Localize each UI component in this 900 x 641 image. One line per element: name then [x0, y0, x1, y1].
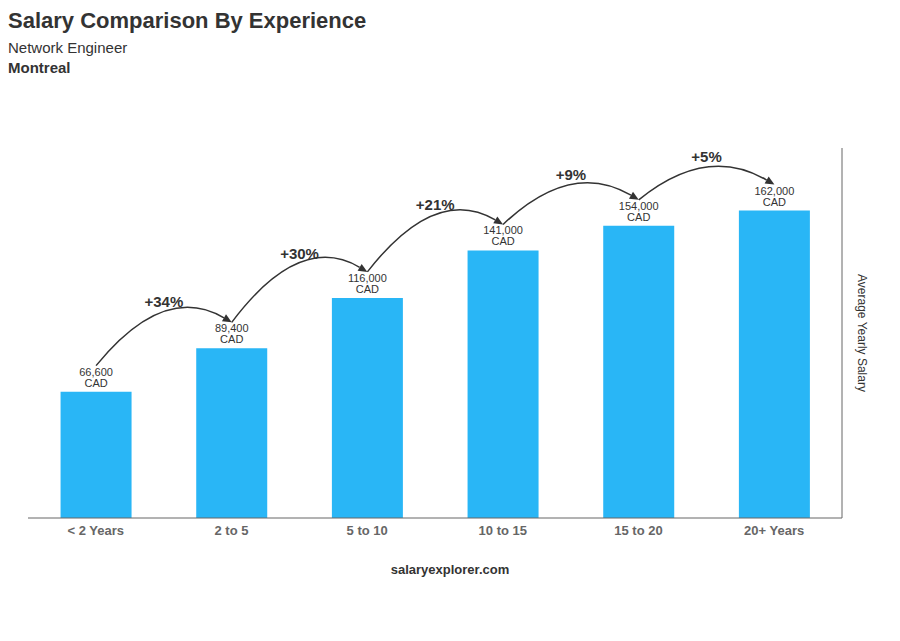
svg-text:+21%: +21% [416, 196, 455, 213]
svg-text:141,000CAD: 141,000CAD [483, 224, 523, 247]
html-text:salaryexplorer.com: salaryexplorer.com [390, 562, 510, 577]
svg-text:89,400CAD: 89,400CAD [215, 322, 249, 345]
html-text:Salary Comparison By Experienc: Salary Comparison By Experience [8, 8, 367, 33]
svg-text:116,000CAD: 116,000CAD [348, 272, 387, 295]
svg-text:< 2 Years: < 2 Years [68, 523, 125, 538]
svg-text:Average Yearly Salary: Average Yearly Salary [855, 274, 869, 392]
svg-text:+5%: +5% [691, 148, 721, 165]
svg-text:5 to 10: 5 to 10 [347, 523, 388, 538]
svg-text:15 to 20: 15 to 20 [614, 523, 662, 538]
svg-text:2 to 5: 2 to 5 [215, 523, 249, 538]
html-text:Montreal: Montreal [8, 59, 71, 76]
svg-text:20+ Years: 20+ Years [744, 523, 804, 538]
svg-text:+30%: +30% [280, 245, 319, 262]
svg-text:162,000CAD: 162,000CAD [755, 185, 795, 208]
svg-text:10 to 15: 10 to 15 [479, 523, 527, 538]
html-text:Network Engineer: Network Engineer [8, 39, 128, 56]
svg-text:+9%: +9% [556, 166, 586, 183]
svg-text:154,000CAD: 154,000CAD [619, 200, 659, 223]
svg-text:+34%: +34% [144, 293, 183, 310]
svg-text:66,600CAD: 66,600CAD [79, 366, 113, 389]
